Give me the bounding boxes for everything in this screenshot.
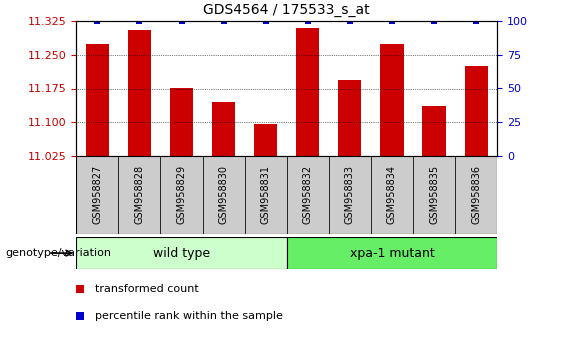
Bar xyxy=(160,156,202,234)
Bar xyxy=(338,80,362,156)
Text: xpa-1 mutant: xpa-1 mutant xyxy=(350,247,434,259)
Bar xyxy=(287,237,497,269)
Bar xyxy=(380,44,403,156)
Bar xyxy=(413,156,455,234)
Bar xyxy=(329,156,371,234)
Bar xyxy=(296,28,319,156)
Bar xyxy=(371,156,413,234)
Bar xyxy=(76,156,119,234)
Bar xyxy=(76,237,287,269)
Text: GSM958827: GSM958827 xyxy=(92,165,102,224)
Text: genotype/variation: genotype/variation xyxy=(6,248,112,258)
Text: GSM958833: GSM958833 xyxy=(345,165,355,224)
Bar xyxy=(245,156,287,234)
Bar xyxy=(170,88,193,156)
Text: wild type: wild type xyxy=(153,247,210,259)
Text: GSM958829: GSM958829 xyxy=(176,165,186,224)
Text: GSM958835: GSM958835 xyxy=(429,165,439,224)
Text: GSM958836: GSM958836 xyxy=(471,165,481,224)
Text: transformed count: transformed count xyxy=(95,284,199,295)
Bar xyxy=(212,102,235,156)
Text: GSM958828: GSM958828 xyxy=(134,165,145,224)
Text: GSM958831: GSM958831 xyxy=(260,165,271,224)
Bar xyxy=(202,156,245,234)
Text: GSM958834: GSM958834 xyxy=(387,165,397,224)
Text: GSM958832: GSM958832 xyxy=(303,165,313,224)
Bar xyxy=(128,30,151,156)
Bar xyxy=(455,156,497,234)
Bar xyxy=(464,66,488,156)
Text: percentile rank within the sample: percentile rank within the sample xyxy=(95,311,283,321)
Bar xyxy=(119,156,160,234)
Bar xyxy=(86,44,109,156)
Bar xyxy=(423,107,446,156)
Bar xyxy=(287,156,329,234)
Text: GSM958830: GSM958830 xyxy=(219,165,229,224)
Title: GDS4564 / 175533_s_at: GDS4564 / 175533_s_at xyxy=(203,4,370,17)
Bar xyxy=(254,124,277,156)
